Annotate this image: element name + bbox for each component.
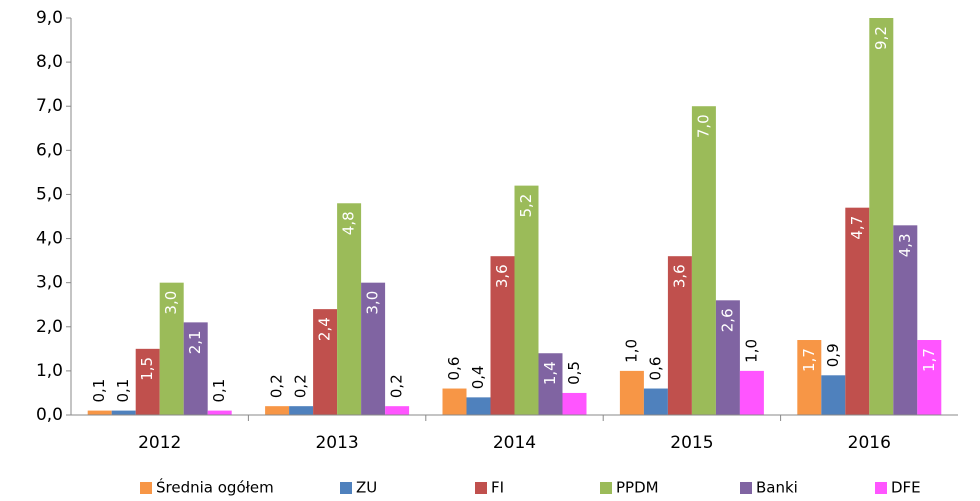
bar: [361, 282, 386, 415]
bar: [442, 388, 467, 415]
bar: [265, 406, 290, 415]
bar: [135, 348, 160, 415]
data-label: 4,7: [848, 216, 866, 240]
y-tick-label: 5,0: [36, 184, 63, 204]
y-tick-label: 0,0: [36, 405, 63, 425]
data-label: 7,0: [694, 114, 712, 138]
data-label: 1,7: [800, 348, 818, 372]
bar: [667, 256, 692, 415]
bar: [562, 392, 587, 415]
legend-swatch: [875, 482, 887, 494]
data-label: 0,2: [268, 374, 286, 398]
y-tick-label: 8,0: [36, 52, 63, 72]
data-label: 4,8: [340, 211, 358, 235]
data-label: 0,2: [292, 374, 310, 398]
bar: [514, 185, 539, 415]
bar: [643, 388, 668, 415]
data-label: 3,6: [670, 264, 688, 288]
y-tick-label: 9,0: [36, 8, 63, 28]
legend-swatch: [140, 482, 152, 494]
legend-swatch: [740, 482, 752, 494]
legend-label: PPDM: [616, 479, 659, 497]
bar: [111, 410, 136, 415]
bar: [337, 203, 362, 415]
data-label: 4,3: [896, 233, 914, 257]
bar: [845, 207, 870, 415]
y-tick-label: 6,0: [36, 140, 63, 160]
data-label: 2,4: [316, 317, 334, 341]
y-tick-label: 1,0: [36, 361, 63, 381]
data-label: 1,5: [138, 357, 156, 381]
y-tick-label: 3,0: [36, 273, 63, 293]
data-label: 1,4: [541, 361, 559, 385]
bar: [385, 406, 410, 415]
bar: [619, 370, 644, 415]
data-label: 5,2: [517, 194, 535, 218]
bar: [917, 340, 942, 415]
bar: [893, 225, 918, 415]
y-tick-label: 4,0: [36, 229, 63, 249]
bar: [821, 375, 846, 415]
y-tick-label: 2,0: [36, 317, 63, 337]
x-tick-label: 2016: [848, 433, 891, 453]
data-label: 0,1: [90, 379, 108, 403]
legend-label: Banki: [756, 479, 798, 497]
data-label: 0,1: [210, 379, 228, 403]
x-tick-label: 2012: [138, 433, 181, 453]
bar: [207, 410, 232, 415]
bar: [183, 322, 208, 415]
bar: [159, 282, 184, 415]
y-tick-label: 7,0: [36, 96, 63, 116]
bars: [87, 18, 942, 416]
data-label: 0,9: [824, 343, 842, 367]
bar: [490, 256, 515, 415]
data-label: 2,1: [186, 330, 204, 354]
data-label: 0,1: [114, 379, 132, 403]
legend-label: ZU: [356, 479, 377, 497]
bar: [289, 406, 314, 415]
x-tick-label: 2013: [315, 433, 358, 453]
data-label: 9,2: [872, 26, 890, 50]
data-label: 3,0: [162, 291, 180, 315]
data-label: 0,5: [565, 361, 583, 385]
legend-label: FI: [491, 479, 504, 497]
data-label: 2,6: [718, 308, 736, 332]
bar: [869, 18, 894, 416]
bar: [715, 300, 740, 415]
data-label: 1,0: [622, 339, 640, 363]
data-label: 1,0: [742, 339, 760, 363]
data-label: 1,7: [920, 348, 938, 372]
legend-swatch: [475, 482, 487, 494]
x-tick-label: 2014: [493, 433, 536, 453]
legend-swatch: [340, 482, 352, 494]
bar: [538, 353, 563, 415]
legend-label: DFE: [891, 479, 921, 497]
bar: [313, 309, 338, 415]
data-label: 0,2: [388, 374, 406, 398]
data-label: 3,6: [493, 264, 511, 288]
data-label: 0,6: [646, 357, 664, 381]
bar: [691, 106, 716, 415]
bar: [87, 410, 112, 415]
data-label: 0,6: [445, 357, 463, 381]
legend-swatch: [600, 482, 612, 494]
data-label: 0,4: [469, 365, 487, 389]
bar: [739, 370, 764, 415]
bar: [797, 340, 822, 415]
bar: [466, 397, 491, 415]
legend-label: Średnia ogółem: [156, 478, 274, 497]
data-label: 3,0: [364, 291, 382, 315]
x-tick-label: 2015: [670, 433, 713, 453]
